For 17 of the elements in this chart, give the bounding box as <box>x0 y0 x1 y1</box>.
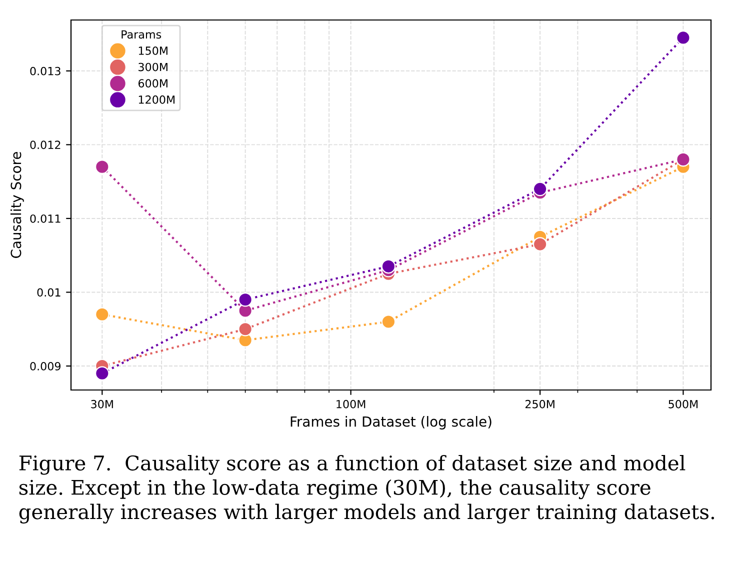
y-tick-label: 0.009 <box>30 362 60 370</box>
legend-label: 1200M <box>138 95 174 104</box>
x-tick-label: 30M <box>91 400 113 408</box>
y-tick-label: 0.012 <box>30 140 60 150</box>
x-tick-label: 250M <box>525 400 554 408</box>
y-tick-label: 0.011 <box>30 214 60 223</box>
y-axis-title: Causality Score <box>10 152 24 258</box>
legend-label: 150M <box>138 46 168 55</box>
x-tick-label: 500M <box>668 400 698 408</box>
y-tick-label: 0.01 <box>37 288 60 297</box>
legend-title: Params <box>122 30 162 39</box>
legend-label: 300M <box>138 62 168 72</box>
x-tick-label: 100M <box>336 400 366 408</box>
x-axis-title: Frames in Dataset (log scale) <box>290 416 492 430</box>
legend-label: 600M <box>138 79 168 88</box>
caption: Figure 7. Causality score as a function of dataset size and model size. Except in the low-data regime (30M), the causality score generally increases with larger models and larger training datasets. <box>19 455 714 524</box>
y-tick-label: 0.013 <box>30 66 60 76</box>
